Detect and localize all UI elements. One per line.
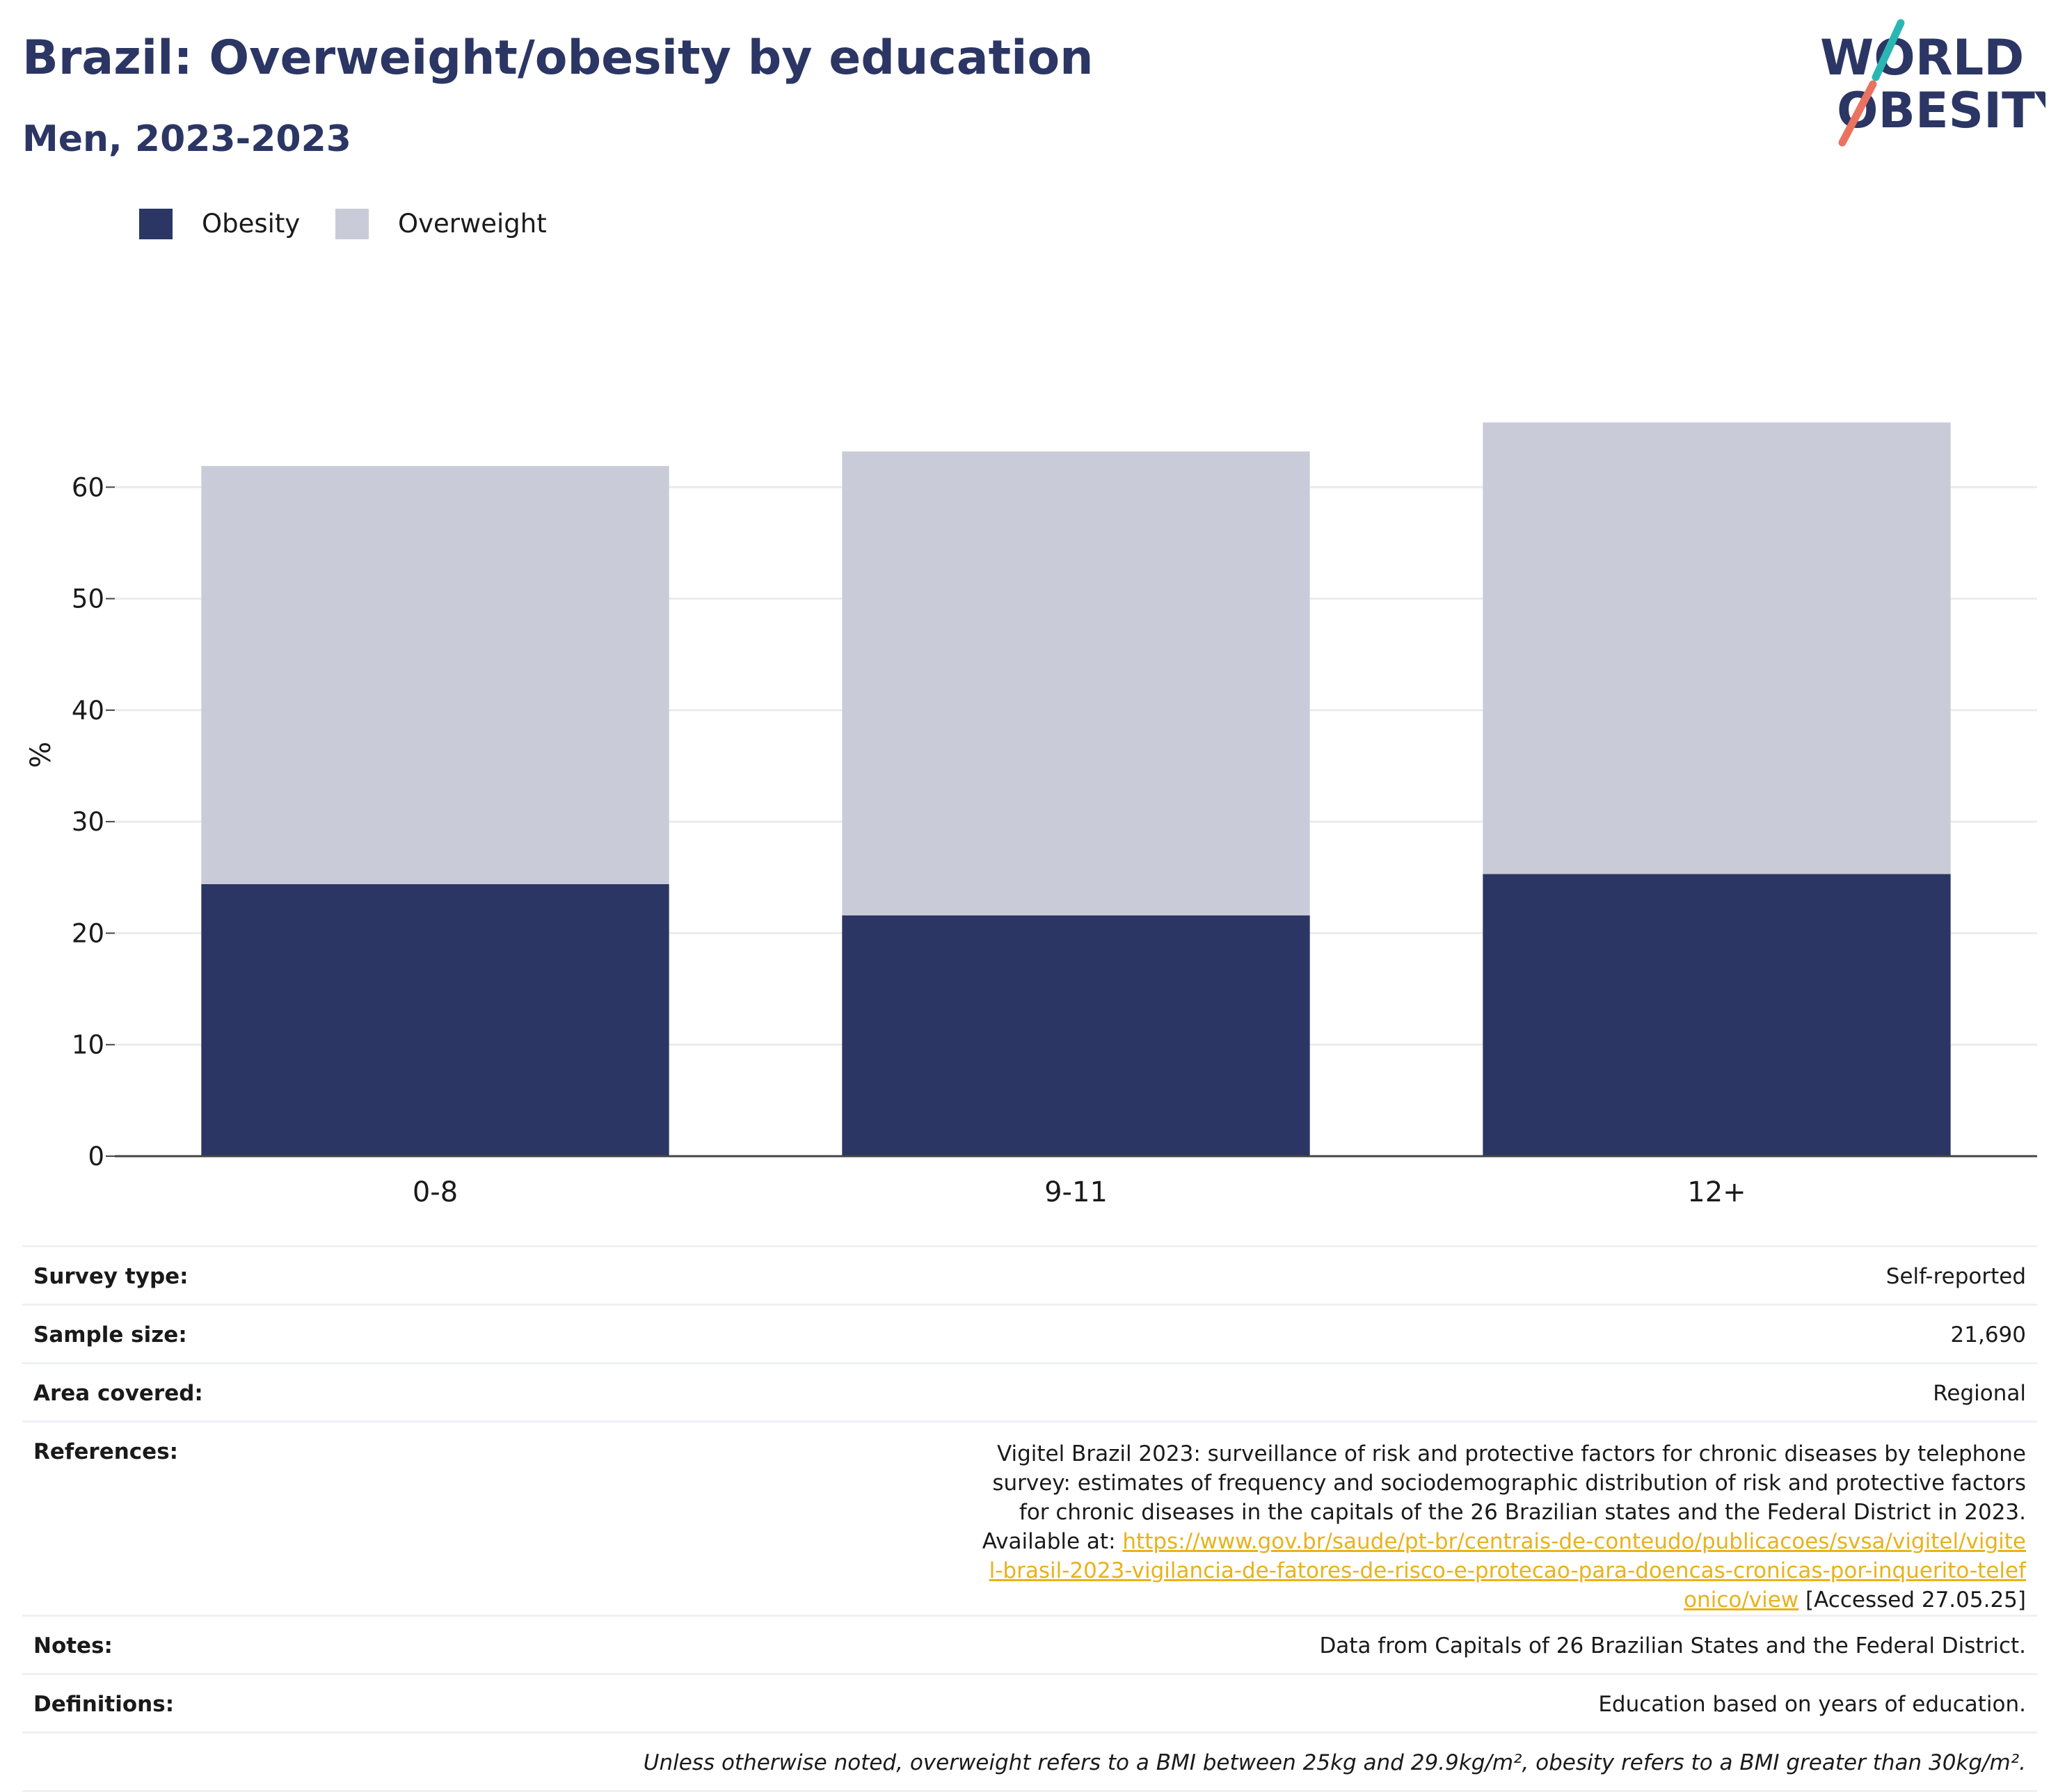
notes-value: Data from Capitals of 26 Brazilian State… [462, 1615, 2037, 1674]
info-row-survey-type: Survey type: Self-reported [22, 1245, 2037, 1305]
sample-size-value: 21,690 [462, 1304, 2037, 1363]
logo-text-world: WORLD [1820, 29, 2024, 86]
references-value: Vigitel Brazil 2023: surveillance of ris… [462, 1421, 2037, 1616]
bar-overweight-0-8[interactable] [201, 465, 669, 884]
y-tick-label: 40 [72, 696, 104, 726]
bar-obesity-12+[interactable] [1483, 874, 1951, 1156]
page-title: Brazil: Overweight/obesity by education [22, 31, 1094, 86]
y-tick-label: 10 [72, 1030, 104, 1060]
y-tick-label: 0 [88, 1142, 104, 1171]
legend-swatch-obesity [139, 209, 173, 239]
bars [201, 422, 1951, 1156]
definitions-label: Definitions: [22, 1673, 462, 1733]
area-covered-value: Regional [462, 1362, 2037, 1422]
survey-type-value: Self-reported [462, 1245, 2037, 1305]
y-tick-label: 20 [72, 918, 104, 948]
stacked-bar-chart: 0 10 20 30 40 50 60 0-8 9-11 12+ % [25, 422, 2037, 1208]
logo-slash-teal [1872, 19, 1905, 81]
bar-overweight-12+[interactable] [1483, 422, 1951, 874]
legend-label-obesity: Obesity [202, 209, 301, 239]
references-text: Vigitel Brazil 2023: surveillance of ris… [982, 1441, 2026, 1554]
info-row-references: References: Vigitel Brazil 2023: surveil… [22, 1421, 2037, 1616]
bar-overweight-9-11[interactable] [842, 451, 1310, 915]
definitions-value: Education based on years of education. [462, 1673, 2037, 1733]
survey-info-table: Survey type: Self-reported Sample size: … [22, 1245, 2037, 1792]
y-tick-label: 50 [72, 584, 104, 614]
references-label: References: [22, 1421, 462, 1616]
y-tick-label: 60 [72, 472, 104, 502]
info-row-notes: Notes: Data from Capitals of 26 Brazilia… [22, 1615, 2037, 1674]
notes-label: Notes: [22, 1615, 462, 1674]
info-row-area-covered: Area covered: Regional [22, 1362, 2037, 1422]
sample-size-label: Sample size: [22, 1304, 462, 1363]
legend-label-overweight: Overweight [398, 209, 547, 239]
bmi-footnote: Unless otherwise noted, overweight refer… [22, 1731, 2037, 1792]
x-tick-label: 9-11 [1044, 1176, 1108, 1208]
x-tick-label: 12+ [1687, 1176, 1746, 1208]
info-row-sample-size: Sample size: 21,690 [22, 1304, 2037, 1363]
legend-swatch-overweight [335, 209, 369, 239]
logo-slash-coral [1838, 80, 1877, 147]
references-link[interactable]: https://www.gov.br/saude/pt-br/centrais-… [989, 1529, 2026, 1613]
world-obesity-logo: WORLD OBESITY [1820, 19, 2045, 147]
page-subtitle: Men, 2023-2023 [22, 118, 351, 160]
info-row-definitions: Definitions: Education based on years of… [22, 1673, 2037, 1733]
axes: 0 10 20 30 40 50 60 0-8 9-11 12+ [72, 472, 2037, 1208]
info-row-footnote: Unless otherwise noted, overweight refer… [22, 1731, 2037, 1792]
survey-type-label: Survey type: [22, 1245, 462, 1305]
references-accessed: [Accessed 27.05.25] [1805, 1587, 2026, 1613]
area-covered-label: Area covered: [22, 1362, 462, 1422]
bar-obesity-9-11[interactable] [842, 915, 1310, 1156]
y-axis-title: % [25, 742, 57, 768]
y-tick-label: 30 [72, 807, 104, 837]
bar-obesity-0-8[interactable] [201, 883, 669, 1156]
x-tick-label: 0-8 [413, 1176, 458, 1208]
